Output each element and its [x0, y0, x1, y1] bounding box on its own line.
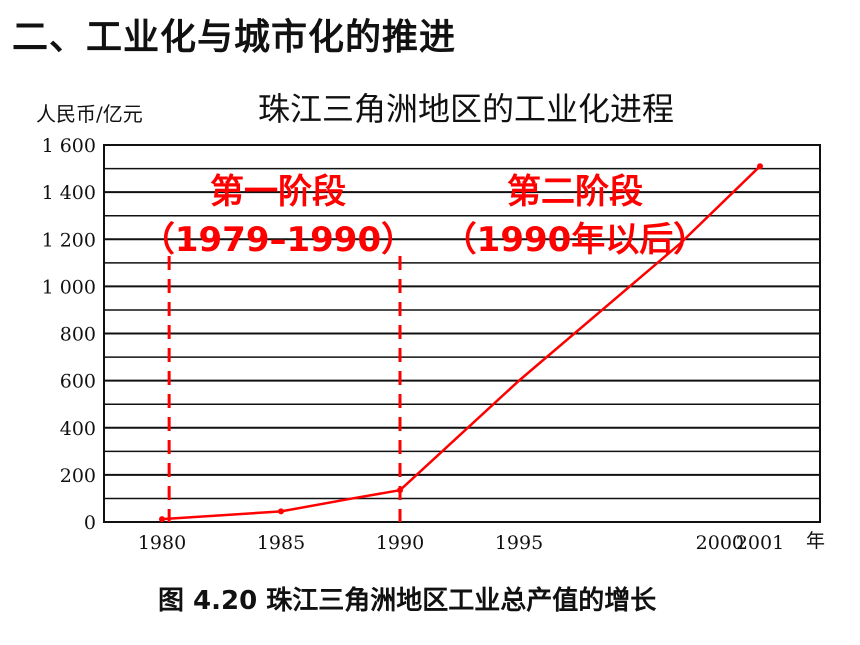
chart-title: 珠江三角洲地区的工业化进程: [258, 90, 675, 128]
slide-title: 二、工业化与城市化的推进: [12, 17, 457, 58]
x-tick-label: 2001: [736, 532, 784, 554]
phase-2-label: 第二阶段: [507, 172, 643, 212]
phase-1-range: （1979–1990）: [141, 220, 415, 260]
data-point: [757, 163, 763, 170]
x-tick-label: 2000: [696, 532, 744, 554]
plot-frame: [103, 144, 821, 523]
data-point: [159, 516, 165, 523]
series-line: [159, 163, 763, 523]
y-tick-label: 1 200: [42, 229, 96, 251]
x-tick-label: 1985: [257, 532, 305, 554]
y-tick-label: 0: [84, 512, 96, 534]
y-tick-label: 800: [60, 324, 96, 346]
y-tick-label: 1 600: [42, 135, 96, 157]
y-tick-label: 600: [60, 371, 96, 393]
x-axis-unit: 年: [806, 530, 825, 552]
y-tick-label: 200: [60, 465, 96, 487]
phase-1-label: 第一阶段: [210, 172, 346, 212]
figure-caption: 图 4.20 珠江三角洲地区工业总产值的增长: [158, 586, 657, 616]
y-axis-label: 人民币/亿元: [36, 102, 143, 126]
phase-annotations: 第一阶段 （1979–1990） 第二阶段 （1990年以后）: [141, 172, 707, 522]
y-tick-label: 1 000: [42, 276, 96, 298]
data-point: [278, 508, 284, 515]
grid-lines: [103, 144, 821, 523]
x-tick-label: 1995: [495, 532, 543, 554]
x-tick-label: 1990: [376, 532, 424, 554]
y-tick-label: 1 400: [42, 182, 96, 204]
y-tick-label: 400: [60, 418, 96, 440]
y-tick-labels: 0 200 400 600 800 1 000 1 200 1 400 1 600: [42, 135, 96, 534]
phase-2-range: （1990年以后）: [443, 220, 708, 260]
x-tick-label: 1980: [138, 532, 186, 554]
